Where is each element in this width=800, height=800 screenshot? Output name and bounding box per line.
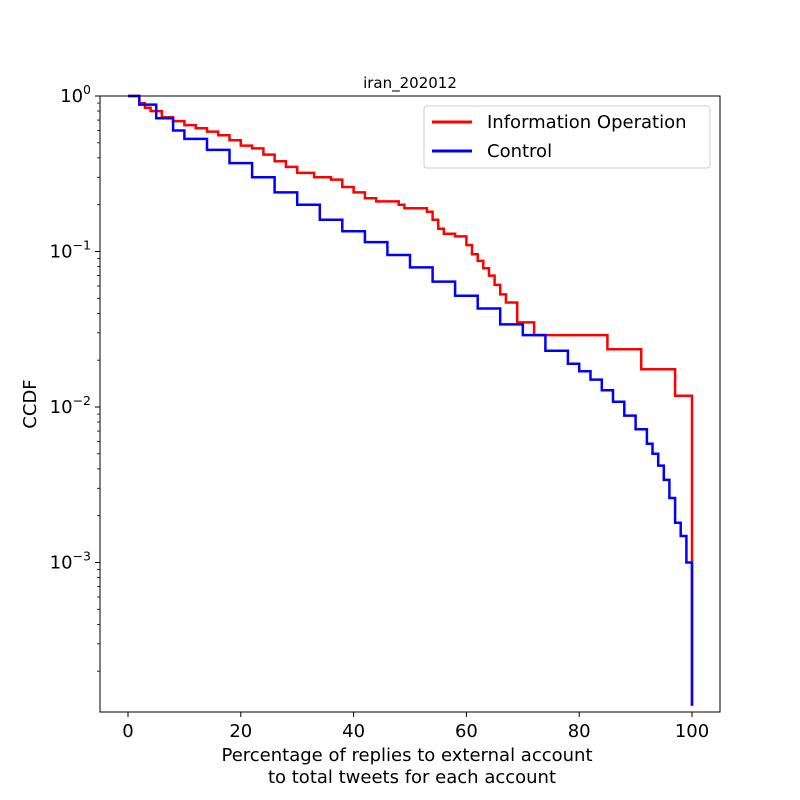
ticks-layer: 0 20 40 60 80 100 100 10−1 10−2 10−3 xyxy=(50,82,710,742)
series-line-control xyxy=(128,94,694,706)
legend-label-information-operation: Information Operation xyxy=(487,112,687,133)
series-line-information-operation xyxy=(128,94,694,706)
legend-box xyxy=(423,105,711,169)
plot-frame xyxy=(99,95,721,713)
x-axis-label-line-2: to total tweets for each account xyxy=(268,767,556,788)
y-axis-label: CCDF xyxy=(20,379,41,428)
legend-label-control: Control xyxy=(487,141,552,162)
y-tick-label: 100 xyxy=(60,82,91,107)
x-tick-label: 100 xyxy=(675,721,709,742)
x-tick-label: 20 xyxy=(229,721,252,742)
y-tick-label: 10−2 xyxy=(50,393,91,418)
legend: Information Operation Control xyxy=(423,105,711,169)
chart-title: iran_202012 xyxy=(363,74,457,93)
y-tick-label: 10−3 xyxy=(50,549,91,574)
series-layer xyxy=(128,94,694,706)
x-tick-label: 60 xyxy=(455,721,478,742)
x-tick-label: 0 xyxy=(122,721,133,742)
x-tick-label: 40 xyxy=(342,721,365,742)
x-axis-label-line-1: Percentage of replies to external accoun… xyxy=(221,745,592,766)
x-tick-label: 80 xyxy=(568,721,591,742)
y-tick-label: 10−1 xyxy=(50,238,91,263)
